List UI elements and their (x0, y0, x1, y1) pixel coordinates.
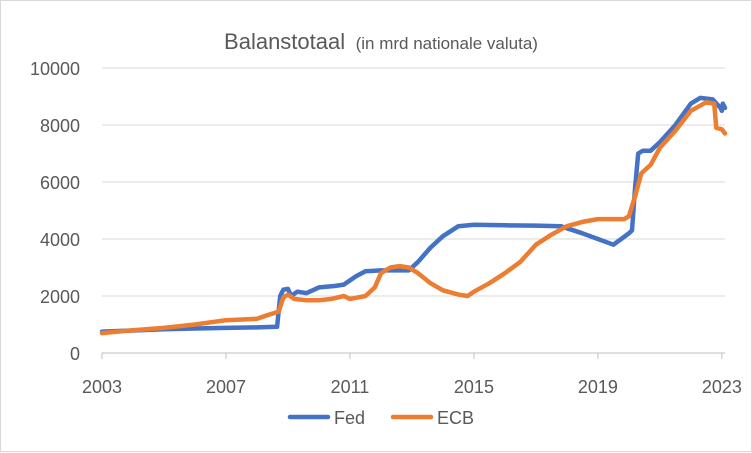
chart-title-main: Balanstotaal (224, 29, 345, 54)
x-axis: 2003 2007 2011 2015 2019 2023 (82, 352, 742, 397)
y-tick-label: 8000 (40, 116, 80, 136)
legend: Fed ECB (287, 408, 474, 428)
legend-label-ecb: ECB (437, 408, 474, 428)
series-line-ecb (99, 99, 728, 336)
grid-lines (102, 67, 725, 297)
y-tick-label: 2000 (40, 287, 80, 307)
x-tick-label: 2015 (454, 377, 494, 397)
series-line-fed (99, 95, 728, 334)
series-lines (99, 95, 728, 336)
chart-subtitle: (in mrd nationale valuta) (356, 34, 538, 53)
y-tick-label: 4000 (40, 230, 80, 250)
legend-label-fed: Fed (334, 408, 365, 428)
y-tick-label: 0 (70, 344, 80, 364)
y-tick-label: 6000 (40, 173, 80, 193)
x-tick-label: 2019 (578, 377, 618, 397)
x-tick-label: 2007 (206, 377, 246, 397)
x-tick-label: 2023 (702, 377, 742, 397)
chart-title: Balanstotaal (in mrd nationale valuta) (224, 29, 538, 54)
y-tick-label: 10000 (30, 59, 80, 79)
x-tick-label: 2003 (82, 377, 122, 397)
x-tick-label: 2011 (331, 377, 370, 397)
y-axis-ticks: 0 2000 4000 6000 8000 10000 (30, 59, 80, 364)
